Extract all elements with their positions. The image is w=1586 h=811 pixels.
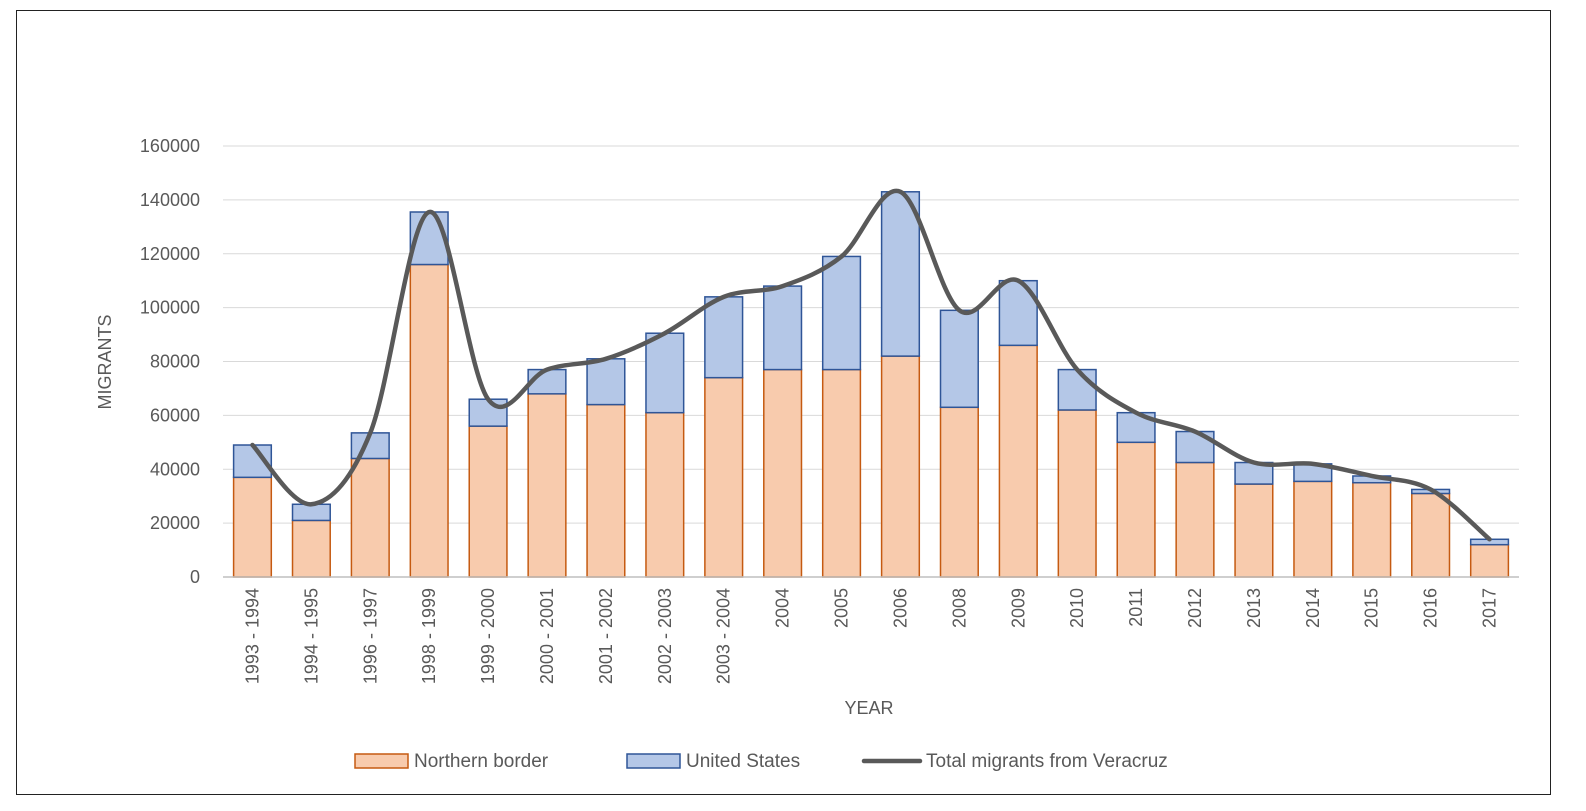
legend-swatch-northern-border [354,753,409,769]
x-tick-label: 2014 [1303,588,1323,628]
legend-label-northern-border: Northern border [414,751,549,772]
y-tick-label: 80000 [150,352,200,372]
x-tick-labels: 1993 - 1994 1994 - 1995 1996 - 1997 1998 - … [242,588,1499,684]
bar-united-states [468,398,508,427]
bar-northern-border [763,368,803,578]
y-tick-label: 20000 [150,513,200,533]
bar-united-states [527,368,567,395]
bar-northern-border [1116,441,1156,578]
x-tick-label: 1998 - 1999 [419,588,439,684]
bar-northern-border [1234,483,1274,578]
y-tick-label: 100000 [140,298,200,318]
bar-northern-border [1469,543,1510,578]
bar-northern-border [232,476,273,578]
bar-northern-border [939,406,979,578]
bar-northern-border [704,376,744,578]
bar-northern-border [409,263,449,578]
y-axis-title: MIGRANTS [95,314,115,409]
bar-northern-border [468,425,508,578]
bars [232,191,1510,578]
legend-label-united-states: United States [686,751,800,772]
bar-northern-border [1175,461,1215,578]
x-tick-label: 2016 [1421,588,1441,628]
x-tick-label: 2006 [890,588,910,628]
bar-northern-border [821,368,862,578]
bar-northern-border [1293,480,1333,578]
y-tick-labels: 0 20000 40000 60000 80000 100000 120000 140000 1… [140,136,200,587]
x-tick-label: 2011 [1126,588,1146,627]
legend: Northern border United States Total migr… [354,751,1168,772]
y-tick-label: 140000 [140,190,200,210]
x-tick-label: 1996 - 1997 [360,588,380,684]
legend-swatch-united-states [626,753,681,769]
y-tick-label: 60000 [150,405,200,425]
line-total-migrants-from-veracruz [250,188,1492,542]
bar-northern-border [880,355,921,578]
x-tick-label: 2004 [773,588,793,628]
bar-northern-border [998,344,1038,578]
x-tick-label: 1994 - 1995 [301,588,321,684]
total-line [250,188,1492,542]
bar-united-states [586,358,626,406]
x-tick-label: 2000 - 2001 [537,588,557,684]
x-tick-label: 1993 - 1994 [242,588,262,684]
x-tick-label: 2013 [1244,588,1264,628]
y-tick-label: 120000 [140,244,200,264]
x-axis-title: YEAR [844,698,893,718]
bar-northern-border [1411,492,1451,578]
x-tick-label: 2001 - 2002 [596,588,616,684]
bar-united-states [939,309,979,409]
bar-united-states [821,255,862,371]
x-tick-label: 2009 [1008,588,1028,628]
bar-united-states [645,332,685,414]
x-tick-label: 2003 - 2004 [714,588,734,684]
bar-northern-border [1057,409,1097,578]
y-tick-label: 40000 [150,459,200,479]
bar-northern-border [527,393,567,578]
bar-united-states [763,285,803,371]
bar-northern-border [291,519,331,578]
x-tick-label: 2010 [1067,588,1087,628]
y-tick-label: 160000 [140,136,200,156]
x-tick-label: 2015 [1362,588,1382,628]
bar-northern-border [1352,481,1392,578]
x-tick-label: 1999 - 2000 [478,588,498,684]
bar-northern-border [645,411,685,578]
bar-united-states [1057,368,1097,411]
bar-northern-border [586,403,626,578]
bar-northern-border [350,457,390,578]
bar-united-states [880,191,921,357]
y-tick-label: 0 [190,567,200,587]
bar-united-states [291,503,331,522]
x-tick-label: 2002 - 2003 [655,588,675,684]
bar-united-states [704,296,744,379]
x-tick-label: 2005 [832,588,852,628]
x-tick-label: 2008 [949,588,969,628]
x-tick-label: 2012 [1185,588,1205,628]
legend-label-total-migrants: Total migrants from Veracruz [926,751,1168,772]
x-tick-label: 2017 [1480,588,1500,628]
